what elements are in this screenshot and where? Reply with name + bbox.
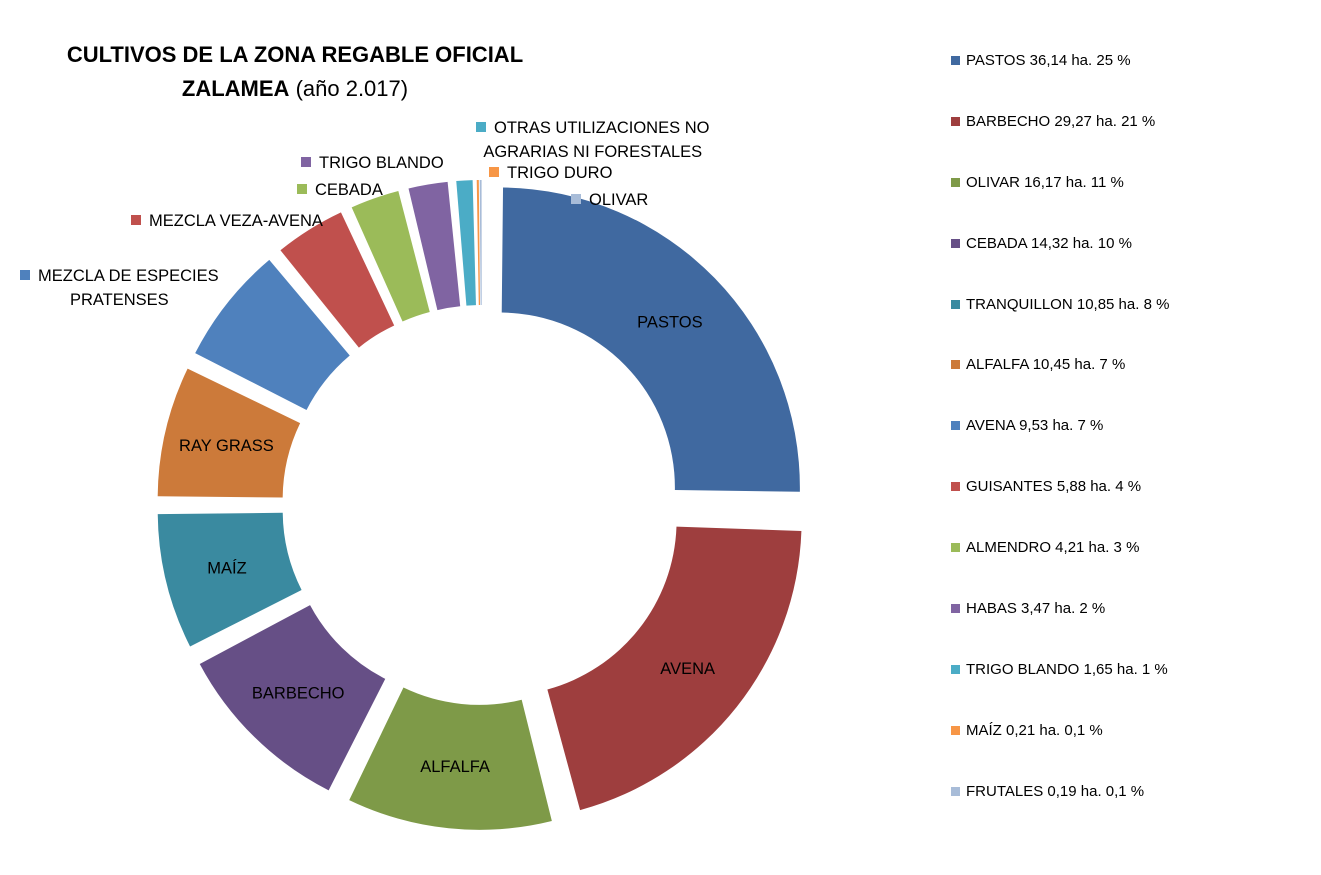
legend-swatch xyxy=(951,238,960,248)
outer-label-text: OTRAS UTILIZACIONES NO xyxy=(494,119,710,137)
legend-item: GUISANTES 5,88 ha. 4 % xyxy=(951,478,1169,539)
slice-5 xyxy=(157,512,302,647)
legend-swatch xyxy=(951,604,960,614)
slice-4 xyxy=(199,605,386,791)
legend-swatch xyxy=(951,482,960,492)
legend-label: AVENA 9,53 ha. 7 % xyxy=(966,417,1104,435)
outer-label-swatch xyxy=(571,194,581,204)
outer-label-text: TRIGO BLANDO xyxy=(319,154,444,172)
legend-item: FRUTALES 0,19 ha. 0,1 % xyxy=(951,783,1169,844)
legend-swatch xyxy=(951,421,960,431)
legend-item: HABAS 3,47 ha. 2 % xyxy=(951,600,1169,661)
slice-12 xyxy=(476,180,481,306)
slice-11 xyxy=(456,180,476,306)
legend-swatch xyxy=(951,664,960,674)
legend-swatch xyxy=(951,543,960,553)
outer-label-swatch xyxy=(131,215,141,225)
slice-3 xyxy=(349,687,552,830)
chart-title-place: ZALAMEA xyxy=(181,76,290,101)
legend-label: BARBECHO 29,27 ha. 21 % xyxy=(966,112,1156,130)
chart-title: CULTIVOS DE LA ZONA REGABLE OFICIAL ZALA… xyxy=(20,38,570,106)
outer-label-text: OLIVAR xyxy=(589,191,649,209)
legend-swatch xyxy=(951,725,960,735)
chart-legend: PASTOS 36,14 ha. 25 % BARBECHO 29,27 ha. … xyxy=(951,52,1169,844)
slice-7 xyxy=(195,259,350,410)
slice-label-5: MAÍZ xyxy=(207,558,246,577)
chart-slices xyxy=(157,180,802,830)
outer-label-7: OLIVAR xyxy=(571,188,648,212)
legend-label: ALFALFA 10,45 ha. 7 % xyxy=(966,356,1126,374)
outer-label-2: MEZCLA VEZA-AVENA xyxy=(131,209,323,233)
outer-label-6: TRIGO DURO xyxy=(489,161,612,185)
legend-label: ALMENDRO 4,21 ha. 3 % xyxy=(966,539,1140,557)
legend-swatch xyxy=(951,360,960,370)
chart-inner-labels: PASTOS AVENA ALFALFA BARBECHO MAÍZ RAY GRASS xyxy=(179,314,715,776)
outer-label-5: OTRAS UTILIZACIONES NO AGRARIAS NI FOREST… xyxy=(476,116,709,164)
outer-label-text: PRATENSES xyxy=(69,291,169,309)
legend-item: TRIGO BLANDO 1,65 ha. 1 % xyxy=(951,661,1169,722)
legend-label: MAÍZ 0,21 ha. 0,1 % xyxy=(966,721,1103,739)
legend-label: HABAS 3,47 ha. 2 % xyxy=(966,600,1106,618)
slice-label-6: RAY GRASS xyxy=(179,437,274,455)
outer-label-text: MEZCLA VEZA-AVENA xyxy=(149,212,323,230)
outer-label-4: TRIGO BLANDO xyxy=(301,151,444,175)
slice-13 xyxy=(479,180,482,306)
legend-label: TRANQUILLON 10,85 ha. 8 % xyxy=(966,295,1170,313)
chart-title-line2: ZALAMEA (año 2.017) xyxy=(182,76,408,101)
chart-title-line1: CULTIVOS DE LA ZONA REGABLE OFICIAL xyxy=(66,42,524,67)
legend-item: ALFALFA 10,45 ha. 7 % xyxy=(951,356,1169,417)
outer-label-text: TRIGO DURO xyxy=(507,164,613,182)
slice-8 xyxy=(280,212,395,348)
legend-swatch xyxy=(951,116,960,126)
slice-6 xyxy=(157,368,301,498)
slice-1 xyxy=(501,187,800,492)
legend-label: GUISANTES 5,88 ha. 4 % xyxy=(966,478,1142,496)
legend-item: PASTOS 36,14 ha. 25 % xyxy=(951,52,1169,113)
legend-item: BARBECHO 29,27 ha. 21 % xyxy=(951,113,1169,174)
legend-label: TRIGO BLANDO 1,65 ha. 1 % xyxy=(966,660,1168,678)
legend-swatch xyxy=(951,786,960,796)
legend-swatch xyxy=(951,177,960,187)
legend-item: TRANQUILLON 10,85 ha. 8 % xyxy=(951,296,1169,357)
outer-label-swatch xyxy=(20,270,30,280)
legend-item: ALMENDRO 4,21 ha. 3 % xyxy=(951,539,1169,600)
outer-label-swatch xyxy=(297,184,307,194)
legend-swatch xyxy=(951,56,960,65)
slice-label-4: BARBECHO xyxy=(252,684,345,702)
slice-label-3: ALFALFA xyxy=(420,758,490,776)
legend-label: OLIVAR 16,17 ha. 11 % xyxy=(966,173,1124,191)
legend-item: CEBADA 14,32 ha. 10 % xyxy=(951,235,1169,296)
outer-label-swatch xyxy=(476,122,486,132)
outer-label-swatch xyxy=(489,167,499,177)
legend-swatch xyxy=(951,299,960,309)
slice-label-1: PASTOS xyxy=(637,314,702,332)
legend-item: AVENA 9,53 ha. 7 % xyxy=(951,417,1169,478)
outer-label-text: CEBADA xyxy=(315,181,383,199)
outer-label-swatch xyxy=(301,157,311,167)
legend-label: PASTOS 36,14 ha. 25 % xyxy=(966,52,1131,69)
legend-label: CEBADA 14,32 ha. 10 % xyxy=(966,234,1132,252)
outer-label-text: AGRARIAS NI FORESTALES xyxy=(483,143,703,161)
slice-9 xyxy=(351,191,430,322)
legend-label: FRUTALES 0,19 ha. 0,1 % xyxy=(966,782,1145,800)
outer-label-3: CEBADA xyxy=(297,178,383,202)
outer-label-1: MEZCLA DE ESPECIES PRATENSES xyxy=(20,264,219,312)
slice-10 xyxy=(408,181,461,311)
outer-label-text: MEZCLA DE ESPECIES xyxy=(38,267,219,285)
chart-title-year: (año 2.017) xyxy=(295,76,409,101)
legend-item: MAÍZ 0,21 ha. 0,1 % xyxy=(951,722,1169,783)
slice-2 xyxy=(547,526,802,811)
slice-label-2: AVENA xyxy=(660,660,715,678)
legend-item: OLIVAR 16,17 ha. 11 % xyxy=(951,174,1169,235)
